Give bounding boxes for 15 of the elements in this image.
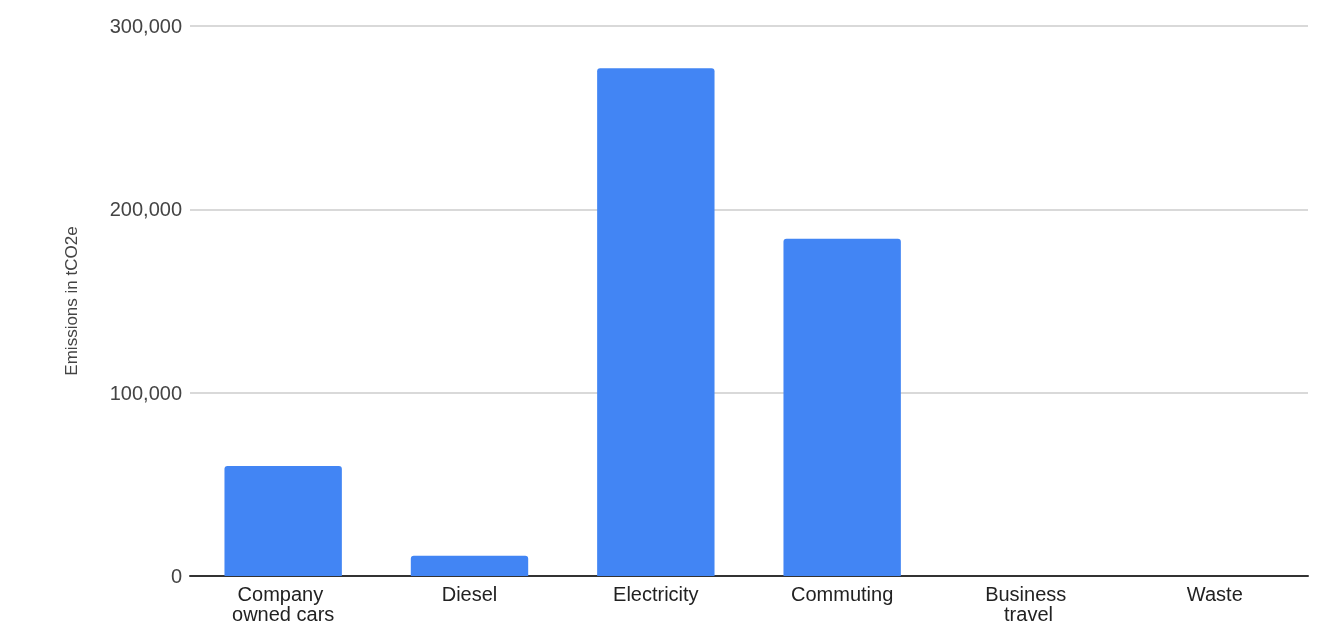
x-tick-label: Diesel (441, 583, 498, 605)
bar (410, 555, 529, 576)
x-tick-label: Business travel (985, 583, 1072, 625)
y-tick-label: 300,000 (109, 15, 182, 37)
y-tick-label: 100,000 (109, 381, 182, 404)
y-tick-label: 200,000 (109, 198, 182, 221)
y-axis-title: Emissions in tCO2e (62, 226, 81, 376)
x-tick-label: Commuting (791, 583, 894, 605)
y-tick-label: 0 (170, 565, 182, 587)
bar (783, 238, 901, 576)
x-tick-label: Electricity (613, 583, 699, 605)
bar (224, 466, 342, 576)
bar (597, 68, 715, 576)
x-tick-label: Company owned cars (232, 583, 335, 625)
x-tick-label: Waste (1186, 583, 1243, 605)
